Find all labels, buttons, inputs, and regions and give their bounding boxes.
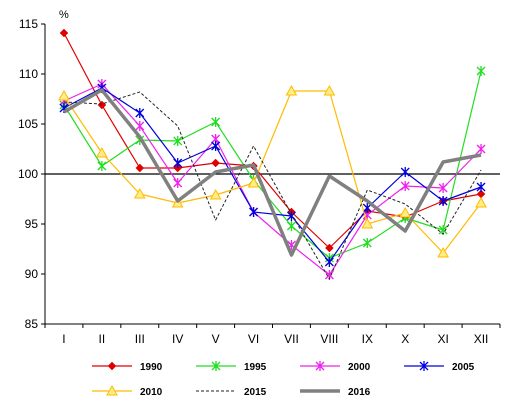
legend-label-1995: 1995 (244, 362, 267, 373)
y-tick-label: 115 (19, 17, 38, 31)
data-point-2010 (323, 84, 336, 96)
data-point-2005 (135, 108, 145, 118)
series-1990 (59, 28, 486, 253)
data-point-1995 (97, 161, 107, 171)
data-point-2000 (400, 181, 410, 191)
data-point-2005 (438, 196, 448, 206)
data-point-2005 (400, 167, 410, 177)
data-point-1995 (211, 117, 221, 127)
series-line-1995 (63, 70, 482, 259)
data-point-2000 (438, 183, 448, 193)
data-point-2010 (361, 217, 374, 229)
data-point-2010 (247, 176, 260, 188)
legend-marker-2000 (315, 361, 325, 371)
x-tick-label: I (62, 332, 65, 346)
data-point-2010 (133, 187, 146, 199)
data-point-1995 (173, 136, 183, 146)
x-tick-label: IX (362, 332, 373, 346)
y-unit-label: % (59, 9, 69, 21)
data-point-2005 (249, 207, 259, 217)
legend-marker-2005 (419, 361, 429, 371)
data-point-2005 (476, 182, 486, 192)
series-2015 (63, 91, 482, 280)
data-point-2000 (173, 178, 183, 188)
legend: 1990 1995 2000 2005 2010 2015 2016 (92, 361, 475, 398)
x-tick-label: IV (172, 332, 183, 346)
data-point-2010 (96, 146, 108, 158)
data-point-2010 (209, 188, 222, 200)
data-point-2010 (285, 84, 298, 96)
data-point-2005 (324, 257, 334, 267)
legend-label-2010: 2010 (140, 387, 163, 398)
data-point-2000 (135, 121, 145, 131)
y-tick-label: 85 (25, 317, 39, 331)
series-line-2015 (63, 91, 482, 280)
data-point-2000 (476, 144, 486, 154)
legend-label-2016: 2016 (348, 387, 371, 398)
legend-entry-2016: 2016 (300, 387, 371, 398)
legend-entry-2005: 2005 (404, 361, 475, 373)
data-point-2010 (475, 196, 487, 208)
x-tick-label: X (401, 332, 409, 346)
legend-label-2005: 2005 (452, 362, 475, 373)
y-tick-label: 100 (18, 167, 38, 181)
x-tick-label: XII (474, 332, 489, 346)
legend-entry-1990: 1990 (92, 361, 163, 373)
series-2010 (58, 84, 487, 258)
x-tick-label: VIII (320, 332, 338, 346)
series-line-2000 (63, 83, 482, 276)
series-line-2005 (63, 87, 482, 263)
data-point-2010 (399, 206, 412, 218)
legend-label-1990: 1990 (140, 362, 163, 373)
legend-entry-1995: 1995 (196, 361, 267, 373)
x-tick-label: VII (284, 332, 299, 346)
data-point-2010 (437, 246, 449, 258)
data-point-1995 (362, 238, 372, 248)
legend-entry-2000: 2000 (300, 361, 371, 373)
series-line-1990 (63, 32, 482, 249)
data-point-1995 (286, 221, 296, 231)
series-2016 (63, 88, 482, 257)
y-tick-label: 90 (25, 267, 39, 281)
x-tick-label: III (135, 332, 145, 346)
series-1995 (59, 66, 486, 263)
legend-label-2015: 2015 (244, 387, 267, 398)
legend-marker-1995 (211, 361, 221, 371)
series-2005 (59, 83, 486, 267)
y-tick-label: 95 (25, 217, 39, 231)
legend-marker-2010 (106, 384, 118, 396)
x-tick-label: VI (248, 332, 259, 346)
x-tick-label: V (212, 332, 220, 346)
data-point-2010 (58, 89, 70, 101)
series-line-2016 (63, 88, 482, 257)
data-point-1990 (59, 28, 69, 38)
y-tick-label: 110 (19, 67, 38, 81)
data-point-1990 (135, 163, 145, 173)
legend-label-2000: 2000 (348, 362, 371, 373)
y-tick-label: 105 (18, 117, 38, 131)
x-tick-label: XI (437, 332, 448, 346)
data-point-1990 (97, 100, 107, 110)
legend-entry-2015: 2015 (196, 387, 267, 398)
legend-marker-1990 (107, 361, 117, 371)
data-point-1990 (211, 158, 220, 168)
data-point-2005 (211, 141, 221, 151)
x-tick-label: II (99, 332, 106, 346)
data-point-1995 (476, 66, 486, 76)
data-point-1990 (325, 243, 334, 253)
data-point-2005 (173, 158, 183, 168)
legend-entry-2010: 2010 (92, 384, 163, 398)
